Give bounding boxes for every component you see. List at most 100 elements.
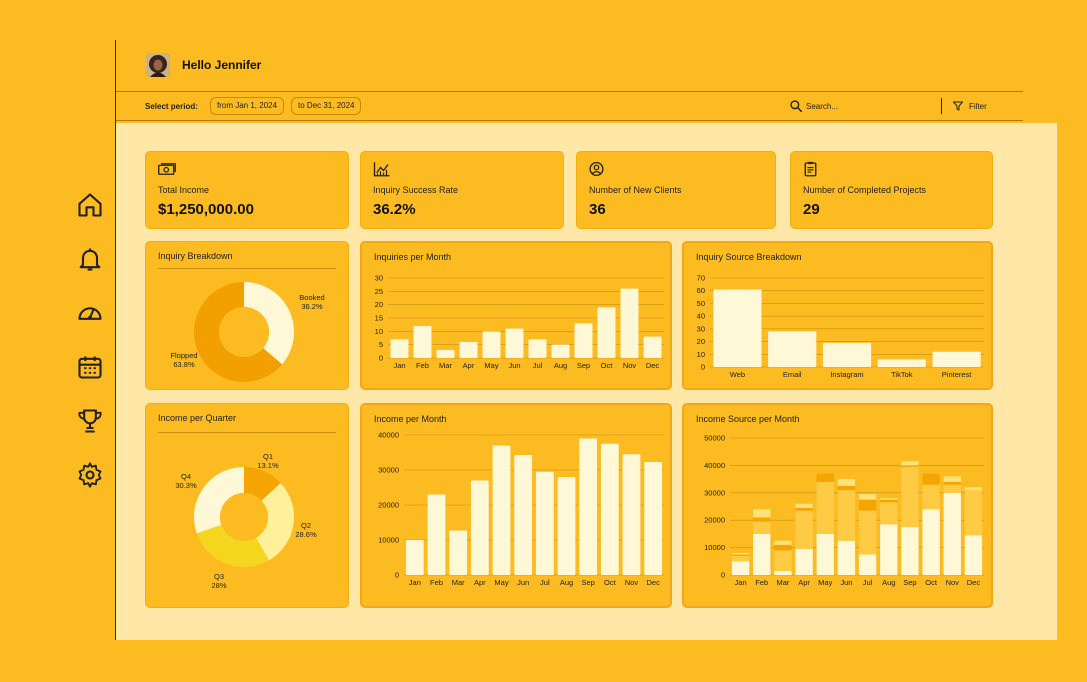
bar-segment[interactable] xyxy=(753,533,771,575)
bar-segment[interactable] xyxy=(943,484,961,493)
pie-slice[interactable] xyxy=(244,282,294,365)
period-from-picker[interactable]: from Jan 1, 2024 xyxy=(210,97,285,115)
period-to-picker[interactable]: to Dec 31, 2024 xyxy=(291,97,362,115)
bar[interactable] xyxy=(436,350,455,358)
bar-segment[interactable] xyxy=(922,484,940,510)
pie-slice[interactable] xyxy=(194,467,244,534)
y-tick-label: 0 xyxy=(379,354,383,363)
bar-segment[interactable] xyxy=(774,540,792,545)
pie-slice[interactable] xyxy=(194,282,283,382)
bar[interactable] xyxy=(505,328,524,358)
bar-segment[interactable] xyxy=(901,466,919,528)
bar[interactable] xyxy=(405,540,424,575)
bar-segment[interactable] xyxy=(858,494,877,500)
bar-segment[interactable] xyxy=(753,509,771,518)
bar[interactable] xyxy=(492,445,511,576)
x-tick-label: Oct xyxy=(601,361,614,370)
avatar[interactable] xyxy=(146,53,170,77)
bar-segment[interactable] xyxy=(774,550,792,571)
bar[interactable] xyxy=(390,339,409,358)
bar-segment[interactable] xyxy=(837,540,856,575)
sidebar-item-settings[interactable] xyxy=(76,461,104,489)
bar-segment[interactable] xyxy=(943,481,961,485)
bar-segment[interactable] xyxy=(964,487,983,491)
bar-segment[interactable] xyxy=(880,524,898,575)
bar[interactable] xyxy=(622,454,641,575)
bar-segment[interactable] xyxy=(731,555,750,562)
x-tick-label: Dec xyxy=(646,361,660,370)
search-input[interactable] xyxy=(806,99,926,113)
bar-segment[interactable] xyxy=(858,510,877,555)
bar[interactable] xyxy=(713,289,762,367)
bar-segment[interactable] xyxy=(795,510,813,549)
bar-segment[interactable] xyxy=(858,554,877,575)
bar-segment[interactable] xyxy=(816,533,834,575)
sidebar-item-calendar[interactable] xyxy=(76,353,104,381)
bar-segment[interactable] xyxy=(837,490,856,541)
sidebar-item-achievements[interactable] xyxy=(76,407,104,435)
bar-segment[interactable] xyxy=(774,544,792,551)
bar[interactable] xyxy=(643,336,662,358)
bar-segment[interactable] xyxy=(943,492,961,575)
bar-segment[interactable] xyxy=(837,479,856,486)
bar-segment[interactable] xyxy=(922,473,940,485)
bar-segment[interactable] xyxy=(901,465,919,467)
stat-card-inquiry-success-rate[interactable]: Inquiry Success Rate 36.2% xyxy=(360,151,564,229)
bar[interactable] xyxy=(620,288,639,358)
bar[interactable] xyxy=(470,480,489,576)
bar-segment[interactable] xyxy=(753,517,771,522)
bar-segment[interactable] xyxy=(816,473,834,482)
bar-segment[interactable] xyxy=(964,490,983,536)
bar-segment[interactable] xyxy=(880,502,898,525)
bar-segment[interactable] xyxy=(816,481,834,534)
bar[interactable] xyxy=(514,454,533,575)
stat-card-new-clients[interactable]: Number of New Clients 36 xyxy=(576,151,776,229)
bar-segment[interactable] xyxy=(901,461,919,466)
search-icon[interactable] xyxy=(789,99,803,113)
bar-segment[interactable] xyxy=(753,521,771,534)
bar-segment[interactable] xyxy=(901,527,919,575)
bar-segment[interactable] xyxy=(731,553,750,555)
bar-segment[interactable] xyxy=(858,499,877,511)
bar[interactable] xyxy=(579,438,598,576)
bar[interactable] xyxy=(574,323,593,358)
bar-segment[interactable] xyxy=(880,499,898,503)
bar-segment[interactable] xyxy=(795,548,813,575)
bar[interactable] xyxy=(427,494,446,576)
bar[interactable] xyxy=(535,471,554,575)
bar-segment[interactable] xyxy=(922,509,940,575)
sidebar-item-notifications[interactable] xyxy=(76,245,104,273)
bar-segment[interactable] xyxy=(943,476,961,482)
pie-slice[interactable] xyxy=(255,483,294,561)
bar-segment[interactable] xyxy=(774,570,792,575)
filter-button[interactable]: Filter xyxy=(952,99,987,113)
sidebar-item-home[interactable] xyxy=(76,191,104,219)
bar[interactable] xyxy=(600,443,619,575)
bar[interactable] xyxy=(597,307,616,358)
bar-segment[interactable] xyxy=(731,554,750,556)
stat-card-total-income[interactable]: Total Income $1,250,000.00 xyxy=(145,151,349,229)
bar[interactable] xyxy=(644,461,663,575)
bar[interactable] xyxy=(877,359,926,367)
bar[interactable] xyxy=(557,477,576,575)
pie-slice[interactable] xyxy=(244,467,281,501)
bar-segment[interactable] xyxy=(880,498,898,500)
bar-segment[interactable] xyxy=(795,507,813,511)
bar[interactable] xyxy=(551,344,570,358)
bar[interactable] xyxy=(932,351,981,367)
pie-slice[interactable] xyxy=(196,524,269,567)
bar[interactable] xyxy=(768,331,817,367)
bar-segment[interactable] xyxy=(795,503,813,508)
stat-card-completed-projects[interactable]: Number of Completed Projects 29 xyxy=(790,151,993,229)
bar-segment[interactable] xyxy=(964,535,983,575)
bar-segment[interactable] xyxy=(731,561,750,575)
bar[interactable] xyxy=(449,530,468,575)
bar[interactable] xyxy=(822,342,872,367)
slice-category-label: Q1 xyxy=(263,452,273,461)
sidebar-item-dashboard[interactable] xyxy=(76,299,104,327)
bar[interactable] xyxy=(528,339,547,358)
bar[interactable] xyxy=(459,342,478,358)
bar-segment[interactable] xyxy=(837,485,856,491)
bar[interactable] xyxy=(413,326,432,358)
bar[interactable] xyxy=(482,331,501,358)
